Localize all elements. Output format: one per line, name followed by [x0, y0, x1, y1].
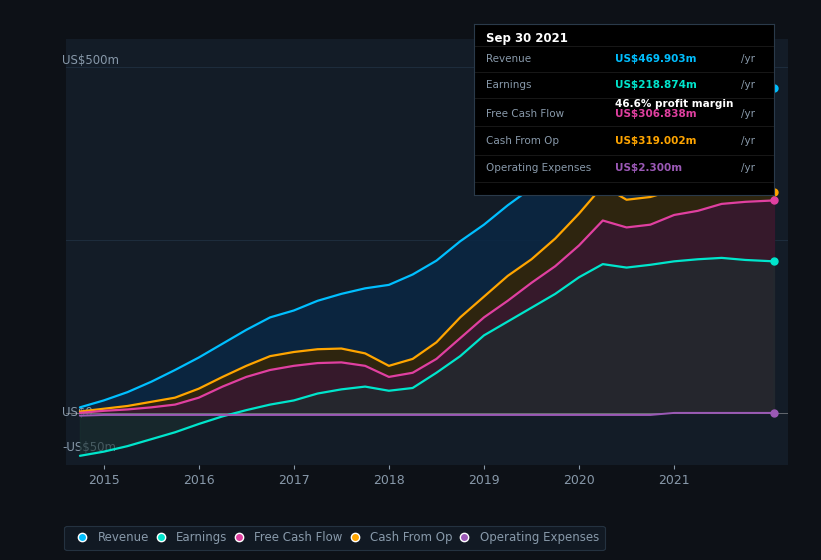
Text: US$319.002m: US$319.002m — [615, 136, 696, 146]
Legend: Revenue, Earnings, Free Cash Flow, Cash From Op, Operating Expenses: Revenue, Earnings, Free Cash Flow, Cash … — [64, 526, 605, 550]
Text: US$0: US$0 — [62, 407, 93, 419]
Text: Earnings: Earnings — [486, 80, 531, 90]
Text: Sep 30 2021: Sep 30 2021 — [486, 32, 568, 45]
Text: US$500m: US$500m — [62, 54, 119, 67]
Text: US$218.874m: US$218.874m — [615, 80, 697, 90]
Text: Revenue: Revenue — [486, 54, 531, 64]
Text: US$469.903m: US$469.903m — [615, 54, 696, 64]
Text: 46.6% profit margin: 46.6% profit margin — [615, 99, 733, 109]
Text: /yr: /yr — [741, 136, 754, 146]
Text: US$306.838m: US$306.838m — [615, 109, 696, 119]
Text: US$2.300m: US$2.300m — [615, 163, 682, 173]
Text: Cash From Op: Cash From Op — [486, 136, 559, 146]
Text: /yr: /yr — [741, 163, 754, 173]
Text: /yr: /yr — [741, 109, 754, 119]
Text: Operating Expenses: Operating Expenses — [486, 163, 591, 173]
Text: Free Cash Flow: Free Cash Flow — [486, 109, 564, 119]
Text: /yr: /yr — [741, 54, 754, 64]
Text: -US$50m: -US$50m — [62, 441, 116, 454]
Text: /yr: /yr — [741, 80, 754, 90]
